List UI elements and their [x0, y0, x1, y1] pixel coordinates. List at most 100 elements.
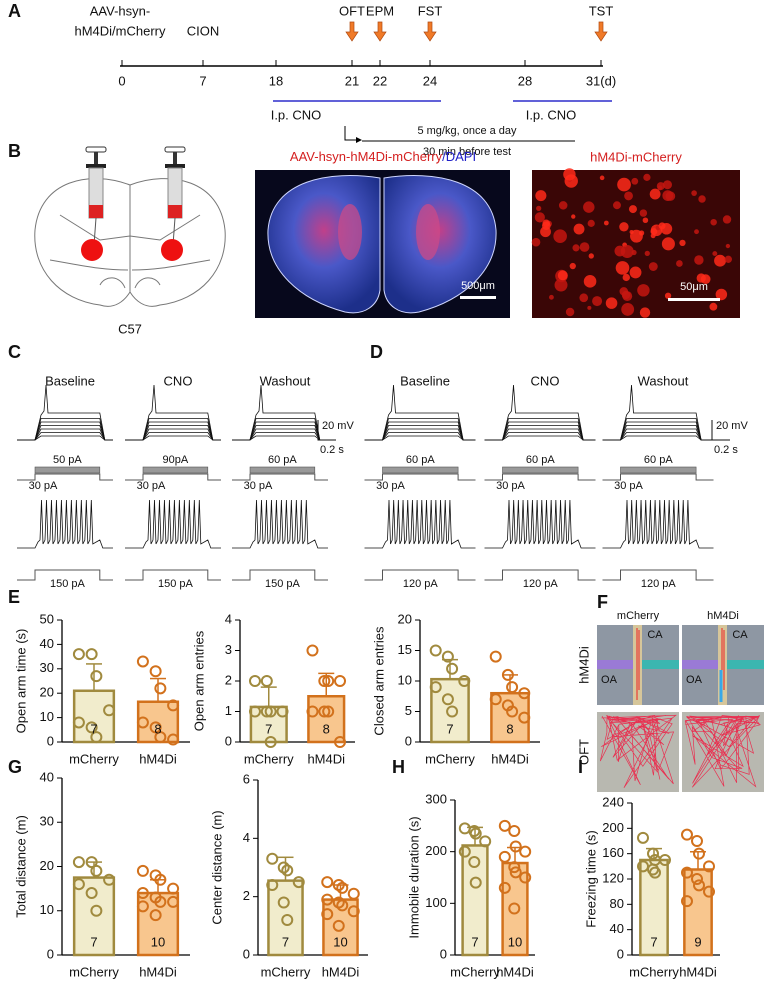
data-point	[306, 705, 319, 718]
step-label: 60 pA	[526, 454, 555, 466]
panel-letter: B	[8, 141, 21, 161]
data-point	[72, 716, 85, 729]
cell	[563, 168, 576, 181]
data-point	[509, 866, 522, 879]
n-label: 8	[506, 721, 513, 736]
cell	[664, 292, 672, 299]
voltage-trace	[232, 421, 328, 441]
bar	[639, 858, 669, 957]
n-label: 10	[151, 934, 165, 949]
data-point	[266, 879, 279, 891]
y-tick-label: 240	[602, 794, 624, 809]
n-label: 7	[90, 934, 97, 949]
voltage-trace	[125, 435, 221, 441]
y-axis-label: Open arm time (s)	[13, 629, 28, 734]
day-label: 18	[269, 73, 283, 88]
y-axis-label: Freezing time (s)	[583, 830, 598, 928]
y-tick-label: 20	[40, 858, 54, 873]
cell	[631, 177, 639, 185]
data-point	[334, 736, 347, 748]
train-command	[484, 569, 596, 581]
cell	[622, 273, 630, 282]
panel-letter: G	[8, 757, 22, 777]
y-tick-label: 10	[40, 902, 54, 917]
test-label: EPM	[366, 3, 394, 18]
x-tick-label: hM4Di	[139, 964, 177, 979]
data-point	[154, 895, 167, 908]
panel-letter: C	[8, 342, 21, 362]
cell	[617, 177, 631, 192]
data-point	[519, 845, 532, 858]
cell	[694, 255, 704, 265]
step-label: 150 pA	[265, 578, 301, 590]
data-point	[446, 662, 459, 675]
y-axis-label: Center distance (m)	[209, 810, 224, 924]
step-label: 30 pA	[376, 480, 405, 492]
cell	[587, 305, 592, 310]
zoom-image	[531, 168, 740, 318]
data-point	[469, 876, 482, 889]
cell	[639, 307, 651, 318]
train-command	[17, 569, 113, 581]
train-command	[125, 569, 221, 581]
data-point	[509, 840, 522, 853]
data-point	[332, 919, 345, 932]
n-label: 7	[446, 721, 453, 736]
n-label: 7	[650, 934, 657, 949]
cell	[644, 250, 650, 257]
spike-train	[484, 499, 596, 549]
cell	[599, 175, 605, 181]
data-point	[703, 885, 716, 898]
cell	[573, 223, 585, 235]
cell	[722, 215, 732, 224]
panel-letter: I	[578, 757, 583, 777]
step-command	[382, 466, 459, 474]
y-tick-label: 40	[610, 921, 624, 936]
condition-title: Washout	[260, 373, 311, 388]
data-point	[336, 899, 349, 912]
data-point	[501, 668, 514, 681]
scale-label: 50μm	[680, 281, 708, 293]
arm-label: CA	[732, 629, 748, 641]
data-point	[277, 896, 290, 909]
step-label: 60 pA	[644, 454, 673, 466]
y-tick-label: 6	[243, 771, 250, 786]
cell	[603, 220, 609, 226]
data-point	[680, 895, 693, 908]
voltage-trace	[17, 435, 113, 441]
dose-label: 5 mg/kg, once a day	[417, 125, 517, 137]
train-command	[232, 569, 328, 581]
cell	[658, 222, 666, 230]
data-point	[248, 675, 261, 687]
cell	[714, 254, 727, 267]
n-label: 8	[154, 721, 161, 736]
y-tick-label: 15	[398, 642, 412, 657]
voltage-trace	[17, 428, 113, 441]
step-label: 60 pA	[268, 454, 297, 466]
data-point	[693, 847, 706, 860]
step-command	[249, 466, 316, 474]
arm-label: OA	[686, 674, 703, 686]
data-point	[281, 864, 294, 877]
condition-title: CNO	[531, 373, 560, 388]
data-point	[441, 650, 454, 663]
scale-label: 20 mV	[716, 420, 748, 432]
x-tick-label: mCherry	[261, 964, 311, 979]
cell	[715, 288, 728, 301]
step-command-base	[17, 473, 113, 481]
cell	[648, 262, 658, 271]
cell	[534, 212, 545, 223]
data-point	[429, 644, 442, 657]
voltage-trace	[364, 435, 476, 441]
step-label: 30 pA	[137, 480, 166, 492]
data-point	[489, 693, 502, 706]
data-point	[336, 881, 349, 894]
data-point	[136, 887, 149, 900]
voltage-trace	[602, 428, 714, 441]
cell	[557, 270, 568, 281]
open-arm	[727, 660, 764, 669]
data-point	[72, 878, 85, 891]
data-point	[680, 828, 693, 841]
n-label: 7	[282, 934, 289, 949]
